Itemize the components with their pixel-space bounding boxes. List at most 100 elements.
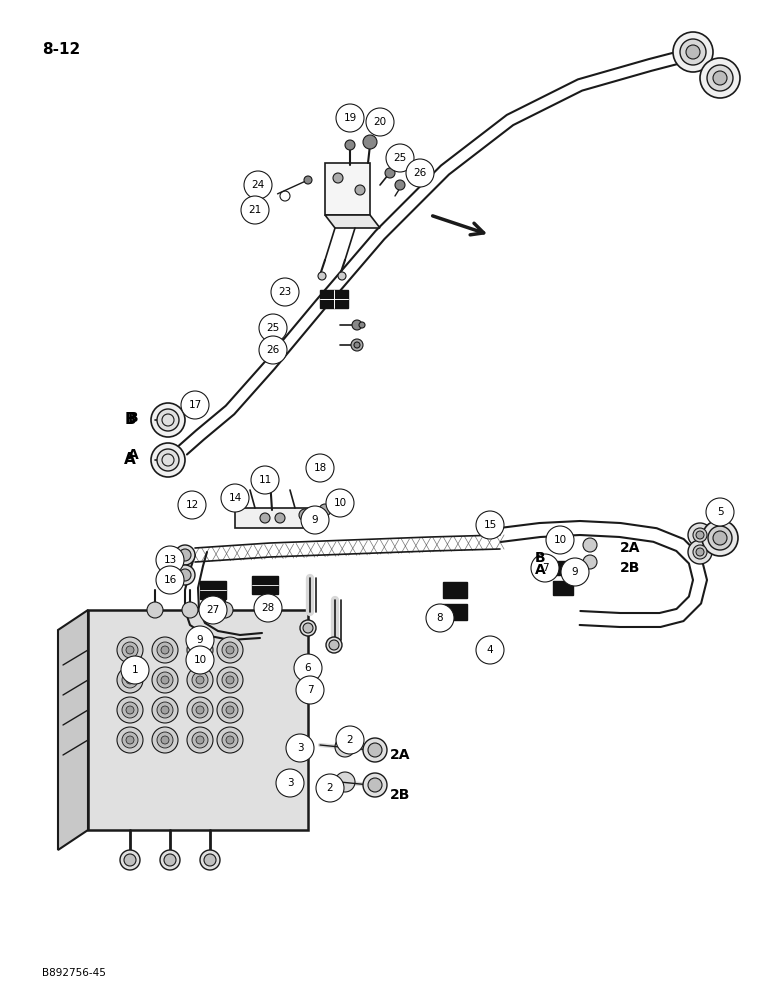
Circle shape (151, 443, 185, 477)
Circle shape (335, 772, 355, 792)
Circle shape (476, 636, 504, 664)
Text: 19: 19 (343, 113, 356, 123)
Circle shape (363, 135, 377, 149)
Circle shape (186, 626, 214, 654)
Bar (443, 604, 467, 620)
Circle shape (316, 774, 344, 802)
Circle shape (259, 336, 287, 364)
Circle shape (226, 676, 234, 684)
Circle shape (157, 732, 173, 748)
Text: 25: 25 (393, 153, 406, 163)
Circle shape (345, 140, 355, 150)
Text: 11: 11 (258, 475, 271, 485)
Circle shape (122, 642, 138, 658)
Text: 14: 14 (229, 493, 242, 503)
Circle shape (352, 320, 362, 330)
Text: 6: 6 (305, 663, 311, 673)
Circle shape (306, 454, 334, 482)
Circle shape (217, 667, 243, 693)
Circle shape (265, 472, 275, 482)
Text: 17: 17 (189, 400, 201, 410)
Circle shape (583, 555, 597, 569)
Text: 12: 12 (186, 500, 199, 510)
Circle shape (152, 697, 178, 723)
Circle shape (156, 546, 184, 574)
Circle shape (275, 513, 285, 523)
Circle shape (122, 672, 138, 688)
Circle shape (338, 272, 346, 280)
Circle shape (336, 104, 364, 132)
Circle shape (259, 314, 287, 342)
Bar (443, 582, 467, 598)
Circle shape (386, 144, 414, 172)
Circle shape (335, 737, 355, 757)
Circle shape (187, 727, 213, 753)
Bar (252, 576, 278, 594)
Circle shape (241, 196, 269, 224)
Circle shape (122, 702, 138, 718)
Circle shape (126, 676, 134, 684)
Circle shape (296, 676, 324, 704)
Circle shape (187, 637, 213, 663)
Circle shape (693, 545, 707, 559)
Circle shape (359, 322, 365, 328)
Text: 2B: 2B (620, 561, 640, 575)
Circle shape (222, 732, 238, 748)
Circle shape (531, 554, 559, 582)
Circle shape (196, 706, 204, 714)
Text: 9: 9 (312, 515, 318, 525)
Circle shape (117, 667, 143, 693)
Text: 21: 21 (248, 205, 261, 215)
Circle shape (385, 168, 395, 178)
Text: B892756-45: B892756-45 (42, 968, 106, 978)
Circle shape (583, 538, 597, 552)
Circle shape (326, 489, 354, 517)
Circle shape (164, 854, 176, 866)
Circle shape (117, 697, 143, 723)
Circle shape (368, 778, 382, 792)
Circle shape (426, 604, 454, 632)
Circle shape (299, 509, 311, 521)
Text: 16: 16 (163, 575, 176, 585)
Circle shape (192, 702, 208, 718)
Text: 2: 2 (327, 783, 333, 793)
Circle shape (406, 159, 434, 187)
Circle shape (318, 272, 326, 280)
Circle shape (126, 706, 134, 714)
Circle shape (696, 548, 704, 556)
Circle shape (199, 596, 227, 624)
Circle shape (368, 743, 382, 757)
Text: 4: 4 (487, 645, 493, 655)
Text: 2A: 2A (620, 541, 640, 555)
Circle shape (226, 736, 234, 744)
Circle shape (179, 549, 191, 561)
Circle shape (161, 706, 169, 714)
Text: B: B (128, 411, 139, 425)
Text: B: B (535, 551, 546, 565)
Text: 10: 10 (193, 655, 207, 665)
Text: 7: 7 (541, 563, 548, 573)
Text: 20: 20 (374, 117, 387, 127)
Text: 26: 26 (413, 168, 427, 178)
Circle shape (286, 734, 314, 762)
Circle shape (546, 526, 574, 554)
Text: 10: 10 (554, 535, 566, 545)
Circle shape (160, 850, 180, 870)
Circle shape (693, 528, 707, 542)
Circle shape (157, 672, 173, 688)
Circle shape (157, 702, 173, 718)
Circle shape (326, 637, 342, 653)
Circle shape (706, 498, 734, 526)
Text: 2A: 2A (390, 748, 410, 762)
Circle shape (186, 646, 214, 674)
Circle shape (294, 654, 322, 682)
Circle shape (152, 637, 178, 663)
Circle shape (217, 697, 243, 723)
Circle shape (366, 108, 394, 136)
Circle shape (363, 773, 387, 797)
Circle shape (126, 736, 134, 744)
Circle shape (121, 656, 149, 684)
Circle shape (222, 642, 238, 658)
Polygon shape (325, 215, 380, 228)
Circle shape (117, 637, 143, 663)
